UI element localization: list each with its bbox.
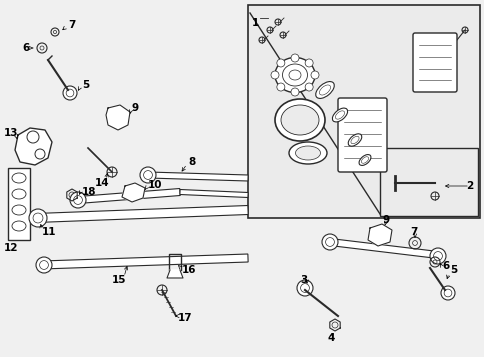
Polygon shape — [148, 172, 248, 181]
Text: 9: 9 — [382, 215, 389, 225]
Ellipse shape — [295, 146, 320, 160]
Text: 17: 17 — [178, 313, 192, 323]
Ellipse shape — [280, 105, 318, 135]
Circle shape — [63, 86, 77, 100]
Circle shape — [276, 83, 284, 91]
Circle shape — [290, 54, 298, 62]
Polygon shape — [180, 190, 248, 197]
Ellipse shape — [315, 81, 333, 99]
Text: 5: 5 — [82, 80, 89, 90]
Ellipse shape — [12, 173, 26, 183]
Text: 7: 7 — [409, 227, 417, 237]
Text: 7: 7 — [68, 20, 75, 30]
Polygon shape — [42, 254, 248, 269]
Text: 14: 14 — [95, 178, 109, 188]
Circle shape — [70, 192, 86, 208]
Circle shape — [108, 111, 116, 119]
Text: 5: 5 — [449, 265, 456, 275]
Text: 9: 9 — [132, 103, 139, 113]
Circle shape — [118, 111, 126, 119]
Circle shape — [304, 83, 313, 91]
Text: 16: 16 — [182, 265, 196, 275]
Ellipse shape — [12, 205, 26, 215]
Circle shape — [271, 71, 278, 79]
Circle shape — [321, 234, 337, 250]
Text: 18: 18 — [82, 187, 96, 197]
Polygon shape — [367, 224, 391, 246]
Ellipse shape — [348, 134, 361, 146]
Text: 2: 2 — [465, 181, 472, 191]
Ellipse shape — [332, 108, 347, 122]
Ellipse shape — [12, 189, 26, 199]
Circle shape — [310, 71, 318, 79]
Text: 12: 12 — [4, 243, 18, 253]
Polygon shape — [122, 183, 145, 202]
Bar — [247, 5, 479, 218]
Polygon shape — [15, 128, 52, 165]
Circle shape — [276, 59, 284, 67]
Text: 4: 4 — [327, 333, 334, 343]
Polygon shape — [77, 188, 180, 203]
Polygon shape — [106, 105, 130, 130]
Circle shape — [440, 286, 454, 300]
Text: 6: 6 — [441, 261, 448, 271]
Bar — [8, 168, 30, 240]
Bar — [379, 148, 477, 216]
Ellipse shape — [274, 57, 314, 92]
Ellipse shape — [358, 155, 370, 165]
Text: 8: 8 — [188, 157, 195, 167]
Circle shape — [29, 209, 47, 227]
Circle shape — [304, 59, 313, 67]
FancyBboxPatch shape — [412, 33, 456, 92]
Circle shape — [113, 111, 121, 119]
Text: 6: 6 — [22, 43, 29, 53]
Text: 15: 15 — [112, 275, 126, 285]
Circle shape — [35, 149, 45, 159]
Text: 3: 3 — [300, 275, 307, 285]
Ellipse shape — [274, 99, 324, 141]
Text: 10: 10 — [148, 180, 162, 190]
Circle shape — [36, 257, 52, 273]
Circle shape — [27, 131, 39, 143]
Circle shape — [290, 88, 298, 96]
Text: 13: 13 — [4, 128, 18, 138]
Text: 1: 1 — [252, 18, 259, 28]
Polygon shape — [329, 238, 438, 258]
Polygon shape — [166, 270, 182, 278]
Ellipse shape — [12, 221, 26, 231]
Circle shape — [296, 280, 312, 296]
Ellipse shape — [288, 142, 326, 164]
Circle shape — [140, 167, 156, 183]
Text: 11: 11 — [42, 227, 56, 237]
FancyBboxPatch shape — [337, 98, 386, 172]
Polygon shape — [36, 206, 248, 222]
Circle shape — [429, 248, 445, 264]
